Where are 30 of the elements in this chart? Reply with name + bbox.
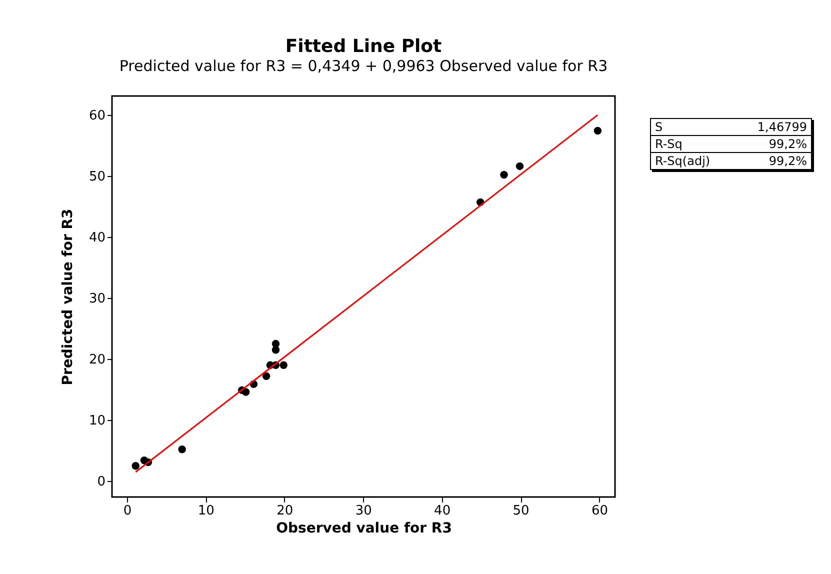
point	[272, 346, 280, 354]
point	[280, 361, 288, 370]
point	[516, 162, 524, 170]
y-tick-label: 30	[88, 292, 106, 307]
x-tick-label: 0	[123, 504, 132, 518]
y-tick-label: 40	[88, 230, 106, 246]
x-tick-label: 40	[434, 504, 451, 518]
x-tick-label: 50	[512, 504, 530, 518]
y-tick-label: 60	[88, 108, 106, 124]
point	[500, 170, 508, 179]
x-tick-label: 20	[276, 504, 294, 518]
y-tick-label: 0	[97, 474, 106, 490]
chart-subtitle: Predicted value for R3 = 0,4349 + 0,9963 Observed value for R3	[119, 57, 608, 75]
y-tick-label: 10	[88, 414, 106, 429]
text: S 1,46799	[655, 120, 807, 134]
x-axis-title: Observed value for R3	[276, 520, 452, 536]
y-axis-title: Predicted value for R3	[60, 208, 76, 386]
point	[178, 446, 186, 454]
x-tick-label: 60	[591, 504, 608, 518]
text: R-Sq(adj) 99,2%	[655, 154, 807, 168]
x-tick-label: 10	[198, 504, 214, 518]
y-tick-label: 50	[88, 169, 106, 184]
y-tick-label: 20	[88, 352, 106, 368]
chart-title: Fitted Line Plot	[285, 36, 442, 57]
point	[594, 126, 602, 135]
x-tick-label: 30	[355, 504, 372, 518]
point	[262, 372, 270, 380]
point	[242, 388, 250, 396]
text: R-Sq 99,2%	[655, 137, 807, 151]
point	[132, 462, 140, 470]
